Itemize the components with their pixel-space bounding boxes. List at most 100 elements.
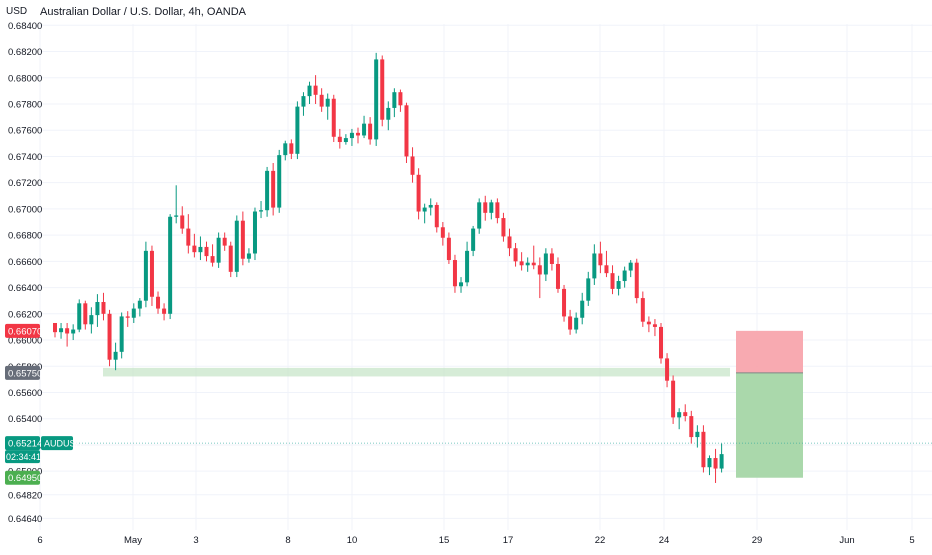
currency-unit: USD [6, 6, 28, 17]
candle-body [689, 416, 694, 438]
candle-body [495, 202, 500, 219]
candle-body [622, 270, 627, 282]
candle-body [368, 123, 373, 140]
price-tick-label: 0.67200 [8, 178, 42, 189]
candle-body [313, 85, 318, 95]
candle-body [531, 262, 536, 266]
time-tick-label: 6 [37, 535, 42, 546]
candle-body [719, 454, 724, 469]
candle-body [301, 96, 306, 107]
candle-body [89, 315, 94, 325]
candle-body [107, 313, 112, 360]
candle-body [331, 98, 336, 137]
candle-body [707, 458, 712, 468]
time-tick-label: 15 [439, 535, 450, 546]
candle-body [174, 215, 179, 217]
candle-body [483, 202, 488, 213]
price-tick-label: 0.67600 [8, 126, 42, 137]
candle-body [549, 253, 554, 264]
candle-body [113, 351, 118, 360]
countdown-label-bg [5, 450, 40, 464]
chart-title: Australian Dollar / U.S. Dollar, 4h, OAN… [40, 6, 247, 18]
candle-body [501, 218, 506, 237]
candle-body [143, 250, 148, 301]
candle-body [252, 211, 257, 254]
candle-body [659, 326, 663, 359]
time-tick-label: 22 [595, 535, 606, 546]
price-tick-label: 0.66400 [8, 283, 42, 294]
candle-body [204, 246, 209, 257]
candle-body [695, 431, 700, 438]
take-profit-zone [736, 372, 803, 478]
candle-body [349, 132, 354, 139]
candle-body [477, 202, 482, 229]
candle-body [307, 85, 312, 97]
candle-body [59, 328, 64, 333]
candle-body [319, 94, 324, 107]
candle-body [240, 220, 245, 259]
time-tick-label: 5 [909, 535, 914, 546]
candles [53, 52, 724, 483]
candle-body [665, 358, 670, 381]
time-tick-label: 3 [193, 535, 198, 546]
candle-body [71, 329, 76, 334]
candle-body [180, 215, 185, 229]
drawings[interactable] [40, 330, 932, 478]
candle-body [374, 59, 379, 140]
price-tick-label: 0.64820 [8, 490, 42, 501]
candle-body [131, 308, 136, 318]
take-profit-label-bg [5, 470, 40, 485]
candle-body [616, 281, 621, 289]
candle-body [422, 207, 427, 212]
candle-body [210, 256, 215, 263]
candle-body [586, 278, 591, 301]
candle-body [277, 155, 282, 208]
candle-body [465, 250, 470, 283]
candle-body [640, 298, 645, 322]
symbol-label-bg [41, 436, 73, 451]
candle-body [325, 98, 330, 107]
candle-body [149, 250, 154, 297]
candle-body [101, 302, 106, 314]
price-tick-label: 0.67400 [8, 152, 42, 163]
candle-body [362, 123, 367, 136]
price-tick-label: 0.68000 [8, 73, 42, 84]
candle-body [598, 253, 603, 266]
candle-body [168, 216, 173, 314]
candle-body [356, 132, 360, 136]
entry-label-bg [5, 365, 40, 380]
candle-body [677, 412, 682, 418]
candle-body [543, 253, 548, 275]
candle-body [628, 262, 633, 271]
candle-body [410, 156, 415, 175]
time-axis[interactable]: 6 May 3 8 10 15 17 22 24 29 Jun 5 [37, 535, 914, 546]
candle-body [434, 204, 439, 228]
candle-body [77, 303, 82, 330]
candle-body [537, 265, 542, 275]
candle-body [646, 321, 651, 325]
stop-loss-label-bg [5, 323, 40, 338]
candle-body [525, 262, 530, 266]
time-tick-label: 29 [752, 535, 763, 546]
price-labels: 0.66070 0.65750 0.64950 0.65214 AUDUSD02:34:… [5, 323, 83, 485]
candle-body [568, 316, 573, 330]
candle-body [337, 136, 342, 143]
candle-body [452, 260, 457, 287]
candle-body [386, 107, 391, 120]
candle-body [283, 143, 288, 156]
symbol-label: AUDUSD [44, 439, 83, 449]
entry-label: 0.65750 [8, 368, 42, 379]
candle-body [125, 316, 130, 318]
price-tick-label: 0.66000 [8, 336, 42, 347]
candle-body [234, 220, 239, 272]
take-profit-label: 0.64950 [8, 473, 42, 484]
candle-body [65, 328, 70, 334]
candle-body [192, 245, 197, 253]
current-price-label-bg [5, 436, 40, 451]
candle-body [228, 245, 233, 272]
support-zone [103, 367, 730, 377]
candle-body [295, 106, 300, 154]
candle-body [343, 138, 348, 143]
